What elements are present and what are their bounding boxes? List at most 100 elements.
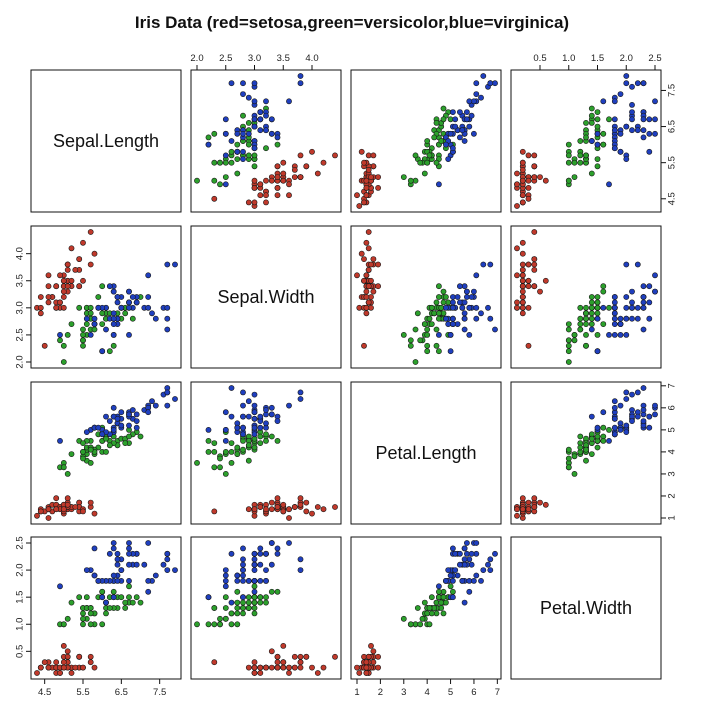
point-virginica <box>222 152 229 159</box>
point-versicolor <box>211 605 218 611</box>
tick-label: 5 <box>448 687 453 698</box>
point-setosa <box>72 266 79 273</box>
point-virginica <box>456 550 463 557</box>
point-versicolor <box>600 141 607 148</box>
point-virginica <box>456 134 463 141</box>
point-virginica <box>629 102 635 108</box>
point-versicolor <box>240 446 246 453</box>
point-setosa <box>45 299 52 306</box>
point-virginica <box>459 304 466 311</box>
point-virginica <box>103 326 109 333</box>
point-virginica <box>449 321 456 327</box>
point-versicolor <box>440 610 447 617</box>
point-virginica <box>640 407 647 413</box>
point-setosa <box>53 304 60 311</box>
point-virginica <box>228 138 235 144</box>
point-virginica <box>133 299 140 306</box>
point-versicolor <box>583 304 589 311</box>
point-setosa <box>274 659 281 666</box>
x-axis-top-petal-width: 0.5 1.0 1.5 2.0 2.5 <box>533 53 662 71</box>
point-setosa <box>519 506 526 513</box>
point-versicolor <box>222 174 229 180</box>
point-versicolor <box>577 444 584 451</box>
point-setosa <box>297 501 304 508</box>
point-virginica <box>110 594 117 601</box>
point-virginica <box>487 315 494 322</box>
point-virginica <box>245 398 252 405</box>
point-virginica <box>297 567 304 573</box>
point-virginica <box>228 599 235 606</box>
point-virginica <box>126 288 132 295</box>
point-virginica <box>461 299 468 306</box>
point-versicolor <box>68 451 75 457</box>
point-virginica <box>172 396 178 402</box>
tick-label: 4.0 <box>15 247 26 260</box>
point-setosa <box>60 304 67 311</box>
tick-label: 1.5 <box>15 591 26 604</box>
point-virginica <box>110 321 117 327</box>
point-virginica <box>110 545 117 552</box>
point-setosa <box>37 304 44 311</box>
point-virginica <box>257 550 264 557</box>
point-setosa <box>363 184 370 191</box>
panel-diagonal-sepal-length: Sepal.Length <box>30 69 182 213</box>
point-virginica <box>234 148 241 155</box>
point-virginica <box>634 80 641 87</box>
point-virginica <box>251 116 258 123</box>
point-virginica <box>126 545 132 552</box>
point-virginica <box>160 561 167 568</box>
point-setosa <box>263 199 269 206</box>
point-virginica <box>611 415 618 422</box>
point-virginica <box>114 550 121 557</box>
point-setosa <box>80 277 86 284</box>
point-setosa <box>314 170 321 177</box>
point-setosa <box>531 495 538 502</box>
point-versicolor <box>126 594 132 601</box>
point-setosa <box>45 515 52 521</box>
point-virginica <box>454 294 461 300</box>
point-versicolor <box>87 610 94 617</box>
point-virginica <box>634 315 641 322</box>
point-setosa <box>531 256 538 262</box>
point-virginica <box>240 556 246 563</box>
point-setosa <box>64 495 71 502</box>
point-virginica <box>623 261 630 268</box>
point-setosa <box>64 653 71 660</box>
point-setosa <box>537 174 543 180</box>
point-virginica <box>274 134 281 141</box>
point-virginica <box>487 556 494 563</box>
point-setosa <box>286 192 292 199</box>
point-virginica <box>461 326 468 333</box>
point-virginica <box>164 402 171 409</box>
panel-frame <box>350 69 502 213</box>
point-setosa <box>41 342 48 349</box>
point-versicolor <box>87 459 94 466</box>
point-setosa <box>370 288 377 295</box>
point-virginica <box>172 261 178 268</box>
point-virginica <box>485 561 491 568</box>
point-virginica <box>145 272 152 279</box>
point-virginica <box>492 550 498 557</box>
point-setosa <box>519 166 526 173</box>
point-setosa <box>525 177 532 184</box>
point-virginica <box>629 304 635 311</box>
point-virginica <box>466 588 473 595</box>
point-versicolor <box>594 299 601 306</box>
tick-label: 2.5 <box>15 328 26 341</box>
point-setosa <box>375 184 381 191</box>
point-versicolor <box>426 152 433 159</box>
point-virginica <box>110 315 117 322</box>
point-versicolor <box>583 457 589 464</box>
point-setosa <box>53 283 60 290</box>
point-virginica <box>652 402 658 409</box>
point-virginica <box>617 321 624 327</box>
tick-label: 6 <box>471 687 476 698</box>
point-virginica <box>251 402 258 409</box>
point-virginica <box>205 426 212 433</box>
point-setosa <box>358 148 365 155</box>
point-virginica <box>588 413 595 420</box>
point-virginica <box>257 424 264 431</box>
point-virginica <box>449 304 456 311</box>
point-virginica <box>606 331 612 338</box>
point-versicolor <box>251 152 258 159</box>
